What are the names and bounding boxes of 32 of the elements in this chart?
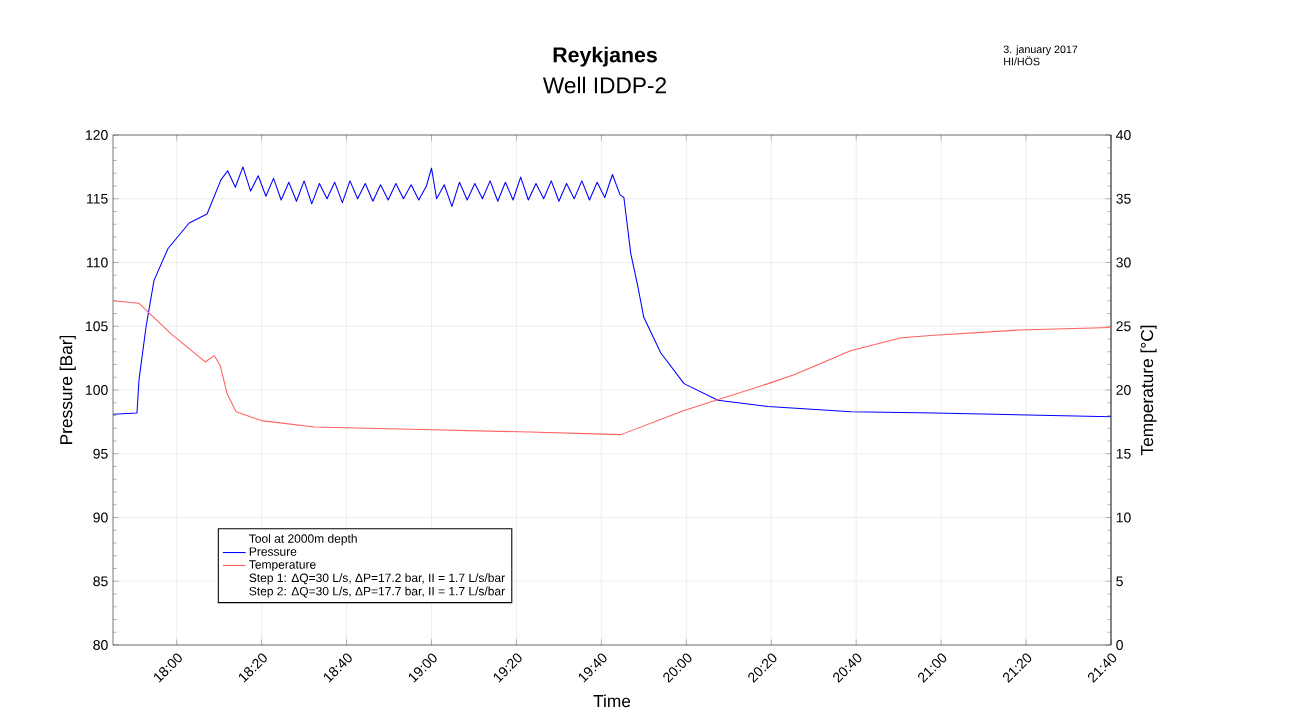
legend-label: Pressure	[249, 547, 297, 556]
y2-tick-label: 40	[1116, 130, 1131, 140]
y-tick-label: 95	[93, 448, 108, 459]
chart-title: Reykjanes	[553, 46, 657, 67]
y-tick-label: 90	[93, 512, 108, 523]
annotation: Step 1: ΔQ=30 L/s, ΔP=17.2 bar, II = 1.7 L/s/bar	[249, 573, 505, 585]
legend-title: Tool at 2000m depth	[249, 534, 357, 546]
y-tick-label: 110	[87, 257, 108, 268]
legend-label: Temperature	[249, 560, 316, 572]
line-series	[113, 166, 1111, 418]
y-tick-label: 100	[86, 385, 108, 395]
y-tick-label: 120	[86, 130, 108, 140]
y2-tick-label: 20	[1116, 385, 1131, 395]
y-axis-title: Pressure [Bar]	[59, 335, 76, 444]
y-tick-label: 85	[93, 576, 108, 587]
y-tick-label: 115	[87, 193, 108, 204]
y2-tick-label: 30	[1116, 257, 1131, 268]
y2-tick-label: 35	[1116, 193, 1131, 204]
y-tick-label: 105	[86, 321, 108, 332]
y2-tick-label: 25	[1116, 321, 1131, 332]
annotation: Step 2: ΔQ=30 L/s, ΔP=17.7 bar, II = 1.7 L/s/bar	[249, 586, 505, 598]
line-series	[113, 300, 1111, 436]
y2-tick-label: 15	[1116, 448, 1131, 459]
text: HI/HÖS	[1004, 56, 1040, 66]
x-axis-title: Time	[593, 694, 631, 708]
y-tick-label: 80	[93, 640, 108, 650]
y2-tick-label: 5	[1116, 576, 1123, 587]
chart-subtitle: Well IDDP-2	[542, 76, 666, 94]
y2-tick-label: 0	[1116, 640, 1123, 650]
y2-tick-label: 10	[1116, 512, 1131, 523]
text: 3. january 2017	[1003, 45, 1078, 56]
y2-axis-title: Temperature [°C]	[1140, 325, 1157, 456]
